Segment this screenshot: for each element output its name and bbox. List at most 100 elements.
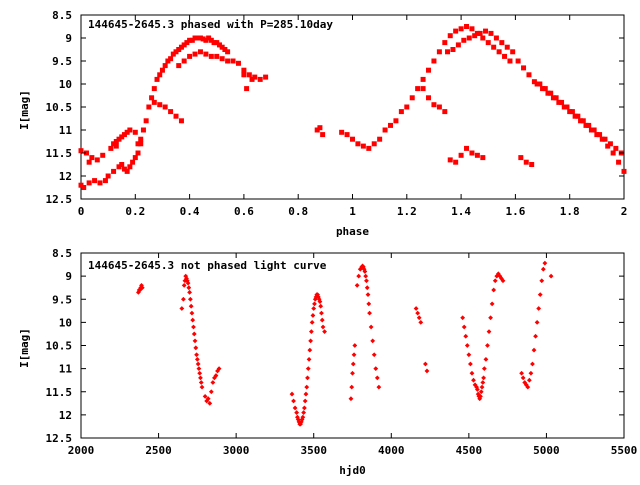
- data-point: [194, 356, 200, 362]
- data-point: [317, 125, 323, 131]
- data-point: [413, 306, 419, 311]
- data-point: [393, 118, 399, 124]
- data-point: [477, 30, 483, 36]
- data-point: [184, 276, 189, 281]
- data-point: [139, 282, 144, 288]
- data-point: [526, 72, 532, 78]
- data-point: [436, 104, 442, 110]
- data-point: [548, 90, 554, 96]
- data-point: [374, 375, 380, 381]
- x-axis-label: hjd0: [339, 464, 366, 477]
- data-point: [188, 303, 194, 309]
- axis-ticks: 2000 2500 3000 3500 4000 4500 5000 5500 8.5 9 9.5 1…: [46, 247, 638, 457]
- data-point: [519, 370, 525, 376]
- data-point: [298, 421, 303, 427]
- data-point: [127, 164, 133, 170]
- data-point: [318, 303, 324, 309]
- data-point: [529, 162, 535, 167]
- data-point: [222, 47, 228, 52]
- data-point: [306, 356, 312, 362]
- data-point: [191, 324, 196, 330]
- y-tick-label: 12: [59, 170, 72, 183]
- data-point: [610, 150, 616, 156]
- data-point: [181, 42, 187, 48]
- data-point: [423, 361, 428, 367]
- data-point: [197, 49, 203, 55]
- data-point: [472, 33, 478, 39]
- data-point: [291, 398, 296, 404]
- data-point: [302, 405, 307, 411]
- x-tick-label: 0.8: [288, 205, 308, 218]
- data-point: [203, 37, 209, 43]
- data-point: [219, 56, 225, 62]
- x-tick-label: 4000: [378, 444, 405, 457]
- data-point: [461, 37, 467, 43]
- data-point: [116, 136, 122, 142]
- data-point: [199, 384, 205, 390]
- data-point: [426, 67, 432, 73]
- data-point: [246, 72, 252, 78]
- data-point: [364, 285, 370, 291]
- data-point: [491, 287, 497, 293]
- data-point: [602, 136, 608, 142]
- data-point: [196, 366, 202, 372]
- data-point: [192, 51, 198, 57]
- data-point: [208, 53, 214, 59]
- data-point: [319, 310, 324, 316]
- data-point: [111, 168, 117, 174]
- data-point: [138, 136, 144, 142]
- data-point: [355, 141, 361, 147]
- data-point: [249, 76, 255, 82]
- data-point: [518, 155, 524, 161]
- data-point: [360, 143, 366, 149]
- data-point: [371, 352, 377, 358]
- data-point: [354, 282, 360, 288]
- data-point: [113, 143, 119, 149]
- data-point: [135, 150, 141, 156]
- data-point: [485, 40, 491, 46]
- data-point: [356, 273, 362, 279]
- data-point: [312, 301, 317, 307]
- data-point: [404, 104, 410, 110]
- data-point: [216, 42, 222, 48]
- data-point: [528, 370, 534, 376]
- data-point: [301, 410, 307, 415]
- data-point: [252, 74, 258, 80]
- data-point: [537, 292, 543, 298]
- data-point: [357, 266, 363, 272]
- data-point: [468, 361, 473, 367]
- data-point: [173, 113, 179, 119]
- data-point: [206, 35, 212, 41]
- data-point: [215, 368, 220, 374]
- data-point: [168, 56, 174, 62]
- data-point: [578, 118, 584, 124]
- data-point: [212, 375, 217, 381]
- data-point: [588, 127, 594, 133]
- data-point: [515, 58, 521, 64]
- data-point: [365, 292, 371, 298]
- x-tick-label: 1.6: [505, 205, 525, 218]
- data-point: [488, 30, 494, 36]
- data-point: [316, 296, 322, 302]
- data-point: [298, 419, 304, 425]
- data-point: [453, 159, 459, 165]
- data-point: [367, 310, 372, 316]
- data-point: [561, 104, 567, 110]
- data-point: [415, 310, 421, 316]
- data-point: [431, 102, 437, 108]
- data-point: [170, 51, 176, 57]
- data-point: [492, 278, 498, 284]
- y-tick-label: 8.5: [52, 247, 72, 260]
- data-point: [200, 36, 206, 42]
- y-axis-label: I[mag]: [18, 328, 31, 368]
- data-point: [493, 35, 499, 41]
- data-point: [569, 109, 575, 115]
- x-tick-label: 1.2: [397, 205, 417, 218]
- y-tick-label: 10.5: [46, 340, 73, 353]
- data-point: [539, 278, 545, 284]
- data-point: [607, 141, 613, 147]
- data-point: [350, 370, 355, 376]
- data-point: [210, 380, 216, 385]
